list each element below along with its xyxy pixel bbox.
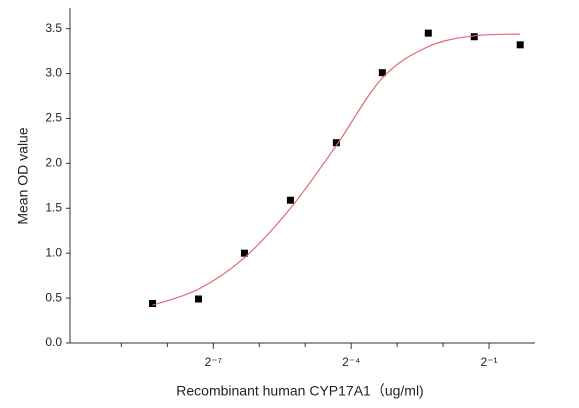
data-point xyxy=(149,299,157,307)
data-point xyxy=(516,41,524,49)
y-tick-label: 2.0 xyxy=(45,156,62,170)
x-axis-title: Recombinant human CYP17A1（ug/ml) xyxy=(176,383,423,399)
y-tick-label: 2.5 xyxy=(45,111,62,125)
y-tick-label: 1.0 xyxy=(45,245,62,259)
y-tick-label: 0.0 xyxy=(45,335,62,349)
y-tick-label: 1.5 xyxy=(45,200,62,214)
y-axis-title: Mean OD value xyxy=(15,127,31,224)
data-point xyxy=(286,196,294,204)
data-point xyxy=(470,33,478,41)
x-tick-label: 2⁻⁷ xyxy=(205,355,222,369)
y-tick-label: 3.5 xyxy=(45,21,62,35)
data-point xyxy=(332,139,340,147)
x-tick-label: 2⁻⁴ xyxy=(342,355,360,369)
data-point xyxy=(424,29,432,37)
y-tick-label: 0.5 xyxy=(45,290,62,304)
data-point xyxy=(240,249,248,257)
fit-curve xyxy=(152,33,521,306)
data-point xyxy=(194,295,202,303)
data-point xyxy=(378,69,386,77)
y-tick-label: 3.0 xyxy=(45,66,62,80)
x-tick-label: 2⁻¹ xyxy=(481,355,498,369)
